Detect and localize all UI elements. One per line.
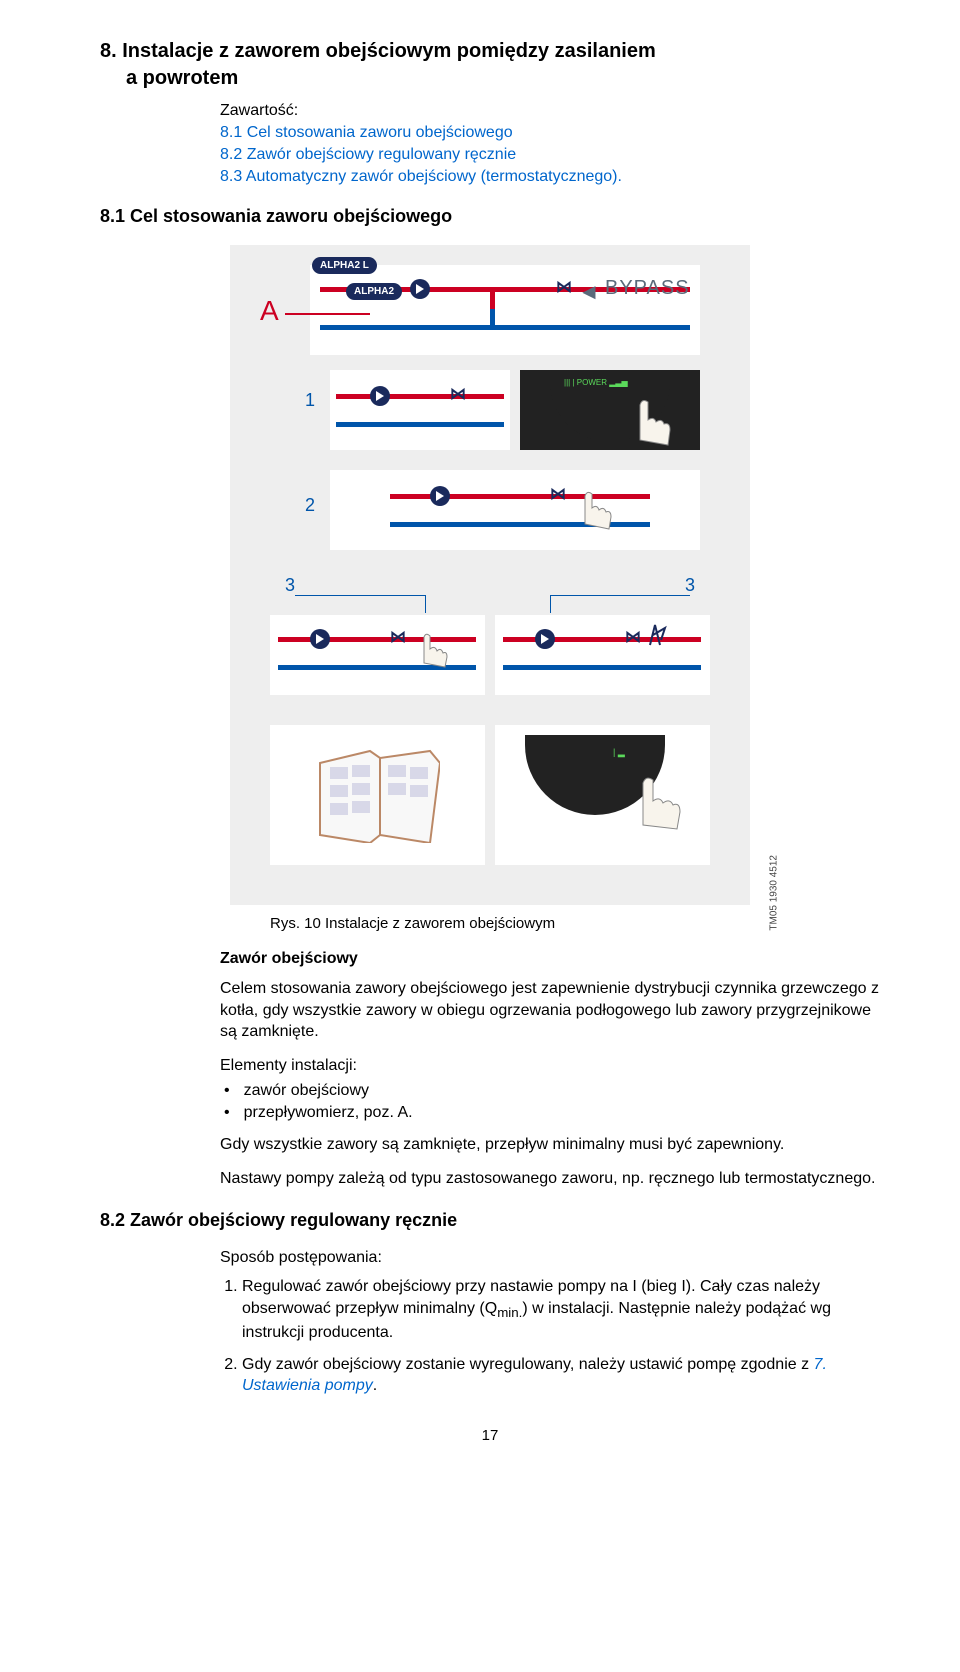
pump-icon <box>370 386 390 406</box>
panel-1-left: ⋈ <box>330 370 510 450</box>
list-item: przepływomierz, poz. A. <box>224 1104 880 1122</box>
power-led: | ▂ <box>613 747 625 758</box>
label-3-right: 3 <box>685 575 695 596</box>
pump-icon <box>430 486 450 506</box>
pipe-red <box>336 394 504 399</box>
pump-icon <box>410 279 430 299</box>
label-1: 1 <box>305 390 315 411</box>
pipe-blue-v <box>490 309 495 327</box>
paragraph: Elementy instalacji: <box>220 1055 880 1077</box>
panel-top: ⋈ ◄ BYPASS <box>310 265 700 355</box>
figure-code: TM05 1930 4512 <box>769 855 780 931</box>
body-text-block-2: Sposób postępowania: Regulować zawór obe… <box>100 1247 880 1397</box>
valve-icon: ⋈ <box>556 277 572 297</box>
connect-line <box>295 595 425 596</box>
page-number: 17 <box>100 1427 880 1444</box>
toc-item-1[interactable]: 8.1 Cel stosowania zaworu obejściowego <box>220 124 880 142</box>
h1-line1: 8. Instalacje z zaworem obejściowym pomi… <box>100 40 656 62</box>
list-item: Gdy zawór obejściowy zostanie wyregulowa… <box>242 1354 880 1397</box>
toc-item-3[interactable]: 8.3 Automatyczny zawór obejściowy (termo… <box>220 168 880 186</box>
paragraph: Nastawy pompy zależą od typu zastosowane… <box>220 1168 880 1190</box>
arrow-left-icon: ◄ <box>578 279 600 305</box>
connect-line <box>550 595 690 596</box>
heading-81: 8.1 Cel stosowania zaworu obejściowego <box>100 206 880 227</box>
hand-icon <box>570 484 620 534</box>
connect-line <box>550 595 551 613</box>
subheading-bypass-valve: Zawór obejściowy <box>220 950 880 968</box>
panel-2: ⋈ <box>330 470 700 550</box>
label-a: A <box>260 295 279 327</box>
label-3-left: 3 <box>285 575 295 596</box>
panel-1-right: ||| | POWER ▂▃▅ <box>520 370 700 450</box>
thermostat-icon <box>645 620 675 650</box>
page-title: 8. Instalacje z zaworem obejściowym pomi… <box>100 40 880 63</box>
valve-icon: ⋈ <box>550 484 566 504</box>
paragraph: Sposób postępowania: <box>220 1247 880 1269</box>
numbered-list: Regulować zawór obejściowy przy nastawie… <box>220 1276 880 1397</box>
pipe-blue <box>336 422 504 427</box>
hand-icon <box>620 390 680 450</box>
figure-diagram: ⋈ ◄ BYPASS ALPHA2 L ALPHA2 A 1 ⋈ ||| | P… <box>230 245 750 905</box>
pump-icon <box>310 629 330 649</box>
paragraph: Gdy wszystkie zawory są zamknięte, przep… <box>220 1134 880 1156</box>
power-led: ||| | POWER ▂▃▅ <box>564 378 628 387</box>
list-item: zawór obejściowy <box>224 1082 880 1100</box>
list-item: Regulować zawór obejściowy przy nastawie… <box>242 1276 880 1343</box>
bullet-list: zawór obejściowy przepływomierz, poz. A. <box>220 1082 880 1122</box>
h1-line2: a powrotem <box>126 67 238 89</box>
book-icon <box>310 743 440 843</box>
label-2: 2 <box>305 495 315 516</box>
panel-book <box>270 725 485 865</box>
valve-icon: ⋈ <box>390 627 406 647</box>
heading-82: 8.2 Zawór obejściowy regulowany ręcznie <box>100 1210 880 1231</box>
bypass-label: BYPASS <box>605 277 690 300</box>
contents-label: Zawartość: <box>220 102 880 120</box>
connect-line <box>425 595 426 613</box>
pump-icon <box>535 629 555 649</box>
panel-3-right: ⋈ <box>495 615 710 695</box>
alpha2-badge: ALPHA2 <box>346 283 402 300</box>
ol2-text-a: Gdy zawór obejściowy zostanie wyregulowa… <box>242 1356 814 1373</box>
a-pointer-line <box>285 313 370 315</box>
valve-icon: ⋈ <box>450 384 466 404</box>
pipe-blue <box>503 665 701 670</box>
ol2-text-b: . <box>373 1377 377 1394</box>
valve-icon: ⋈ <box>625 627 641 647</box>
figure-caption: Rys. 10 Instalacje z zaworem obejściowym <box>270 915 880 932</box>
toc-item-2[interactable]: 8.2 Zawór obejściowy regulowany ręcznie <box>220 146 880 164</box>
hand-icon <box>621 767 691 837</box>
paragraph: Celem stosowania zawory obejściowego jes… <box>220 978 880 1043</box>
panel-display: | ▂ <box>495 725 710 865</box>
pipe-red-v <box>490 287 495 309</box>
pipe-blue <box>320 325 690 330</box>
toc-block: Zawartość: 8.1 Cel stosowania zaworu obe… <box>100 102 880 186</box>
ol1-subscript: min. <box>497 1305 522 1320</box>
hand-icon <box>410 627 455 672</box>
page-title-cont: a powrotem <box>100 67 880 90</box>
body-text-block: Zawór obejściowy Celem stosowania zawory… <box>100 950 880 1190</box>
alpha2l-badge: ALPHA2 L <box>312 257 377 274</box>
panel-3-left: ⋈ <box>270 615 485 695</box>
